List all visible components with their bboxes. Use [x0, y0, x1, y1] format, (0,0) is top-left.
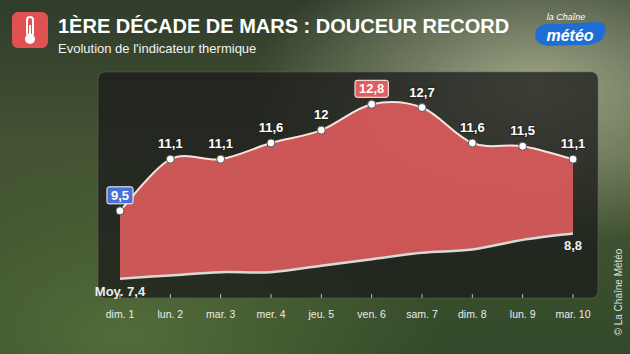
data-label: Moy. 7,4	[95, 284, 146, 299]
marker	[418, 104, 426, 112]
logo-text: météo	[546, 27, 593, 44]
data-label: 11,1	[561, 136, 586, 151]
x-tick	[472, 294, 473, 298]
x-tick	[371, 294, 372, 298]
marker	[217, 155, 225, 163]
icon-tube	[27, 17, 33, 36]
data-label: 11,6	[259, 120, 284, 135]
series-line	[120, 102, 573, 211]
plot-frame	[98, 72, 598, 298]
data-label: 11,1	[208, 136, 233, 151]
marker	[267, 139, 275, 147]
marker	[116, 207, 124, 215]
plot-marks	[116, 100, 577, 278]
x-tick-label: lun. 2	[157, 308, 183, 320]
x-tick-label: mar. 3	[206, 308, 235, 320]
marker	[368, 100, 376, 108]
label-box	[355, 80, 388, 97]
icon-mercury	[29, 25, 31, 37]
data-label: 12	[314, 107, 328, 122]
data-label: 9,5	[111, 188, 129, 203]
series-line	[120, 233, 573, 278]
x-tick-label: sam. 7	[406, 308, 438, 320]
logo: la Chaîne météo	[535, 12, 605, 46]
title: 1ÈRE DÉCADE DE MARS : DOUCEUR RECORD	[58, 15, 509, 37]
background-dim	[0, 0, 630, 354]
data-label: 8,8	[564, 238, 582, 253]
x-tick-label: mar. 10	[555, 308, 590, 320]
x-tick-label: lun. 9	[510, 308, 536, 320]
chart: 1ÈRE DÉCADE DE MARS : DOUCEUR RECORD Evol…	[0, 0, 630, 354]
x-tick	[321, 294, 322, 298]
icon-box	[12, 12, 48, 48]
marker	[519, 142, 527, 150]
x-tick	[220, 294, 221, 298]
area-band	[120, 102, 573, 279]
marker	[569, 155, 577, 163]
data-label: 11,1	[158, 136, 183, 151]
x-tick	[573, 294, 574, 298]
background-glow	[0, 0, 630, 354]
marker	[166, 155, 174, 163]
background	[0, 0, 630, 354]
x-tick	[271, 294, 272, 298]
source: © La Chaîne Météo	[613, 248, 624, 335]
x-tick-label: dim. 1	[106, 308, 135, 320]
data-label: 11,6	[460, 120, 485, 135]
x-tick	[522, 294, 523, 298]
x-tick-label: jeu. 5	[307, 308, 334, 320]
thermometer-icon	[12, 12, 48, 48]
data-label: 11,5	[510, 123, 535, 138]
subtitle: Evolution de l'indicateur thermique	[58, 41, 256, 56]
background-grass	[0, 0, 630, 354]
x-tick-label: mer. 4	[256, 308, 285, 320]
label-box	[107, 187, 133, 204]
data-labels: 9,5 11,1 11,1 11,6 12 12,8 12,7 11,6 11,5 11,1 Moy…	[95, 80, 585, 298]
data-label: 12,8	[359, 81, 384, 96]
logo-shape	[535, 22, 605, 46]
x-tick-label: dim. 8	[458, 308, 487, 320]
data-label: 12,7	[409, 85, 434, 100]
marker	[468, 139, 476, 147]
logo-text: la Chaîne	[547, 12, 586, 22]
x-tick-label: ven. 6	[357, 308, 386, 320]
marker	[317, 126, 325, 134]
x-tick	[422, 294, 423, 298]
x-tick	[170, 294, 171, 298]
